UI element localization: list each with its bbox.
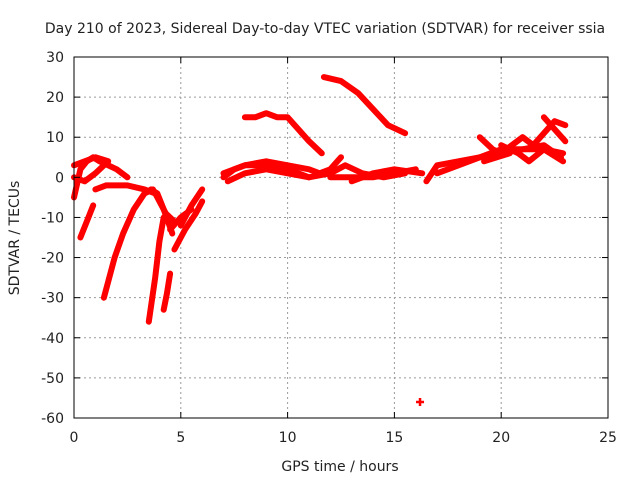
grid-lines <box>74 57 608 418</box>
y-tick-label: 20 <box>46 90 64 106</box>
x-tick-label: 5 <box>176 430 185 446</box>
y-tick-label: 0 <box>55 170 64 186</box>
series-arc-12 <box>167 206 195 233</box>
x-tick-label: 0 <box>70 430 79 446</box>
plot-frame <box>73 56 609 419</box>
y-tick-label: -40 <box>41 331 64 347</box>
series-arc-2 <box>71 154 112 169</box>
y-tick-label: -30 <box>41 291 64 307</box>
series-arc-7 <box>145 214 167 325</box>
series-arc-17 <box>348 166 426 185</box>
series-arc-9 <box>160 270 174 313</box>
series-arc-10 <box>171 198 206 253</box>
series-arc-23 <box>498 142 567 165</box>
series-arc-25 <box>481 150 513 165</box>
x-tick-label: 10 <box>279 430 297 446</box>
x-tick-label: 15 <box>385 430 403 446</box>
series-arc-18 <box>241 110 325 157</box>
series-outlier <box>416 397 425 406</box>
y-tick-label: -20 <box>41 251 64 267</box>
data-series <box>71 74 569 406</box>
series-arc-24 <box>540 114 569 145</box>
y-tick-label: -60 <box>41 411 64 427</box>
y-axis-label: SDTVAR / TECUs <box>7 181 23 296</box>
chart-title: Day 210 of 2023, Sidereal Day-to-day VTE… <box>45 21 605 37</box>
series-arc-4 <box>77 202 97 241</box>
y-tick-label: -10 <box>41 210 64 226</box>
x-tick-label: 20 <box>492 430 510 446</box>
x-tick-label: 25 <box>599 430 617 446</box>
y-tick-label: 30 <box>46 50 64 66</box>
series-arc-11 <box>177 186 206 229</box>
series-arc-19 <box>320 74 409 137</box>
series-arc-6 <box>100 186 156 301</box>
series-arc-8 <box>147 186 176 237</box>
series-arc-3 <box>71 162 107 185</box>
y-tick-label: 10 <box>46 130 64 146</box>
axis-ticks: 0 5 10 15 20 25 30 20 10 0 -10 -20 -30 -40 -50 -60 <box>41 50 617 446</box>
y-tick-label: -50 <box>41 371 64 387</box>
series-arc-15 <box>220 154 344 177</box>
x-axis-label: GPS time / hours <box>281 459 398 475</box>
